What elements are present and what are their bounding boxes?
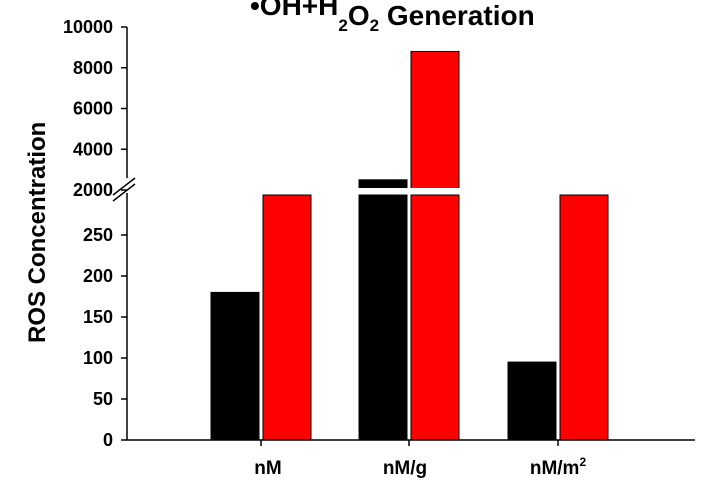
y-tick-label-lower-4: 200 xyxy=(83,266,113,286)
bar-red-1-upper xyxy=(410,50,460,191)
title-mid: O xyxy=(347,0,370,31)
y-tick-label-upper-0: 2000 xyxy=(73,180,113,200)
y-tick-label-upper-4: 10000 xyxy=(63,17,113,37)
bar-red-1-lower xyxy=(410,194,460,441)
y-tick-label-lower-0: 0 xyxy=(103,430,113,450)
x-category-label-0: nM xyxy=(254,458,282,479)
bar-red-2-lower xyxy=(559,194,609,441)
y-tick-label-lower-2: 100 xyxy=(83,348,113,368)
title-radical-dot: •OH+H xyxy=(250,0,339,21)
y-tick-label-upper-2: 6000 xyxy=(73,99,113,119)
axis-break-gap xyxy=(128,188,696,194)
axis-break-mark-2 xyxy=(112,177,136,196)
y-tick-label-upper-3: 8000 xyxy=(73,58,113,78)
title-suffix: Generation xyxy=(379,0,535,31)
y-tick-label-lower-1: 50 xyxy=(93,389,113,409)
bar-black-2 xyxy=(507,361,557,441)
y-tick-label-lower-3: 150 xyxy=(83,307,113,327)
title-sub-1: 2 xyxy=(338,16,348,35)
title-sub-2: 2 xyxy=(369,16,380,35)
y-tick-label-upper-1: 4000 xyxy=(73,139,113,159)
chart-title: •OH+H2O2 Generation xyxy=(250,0,535,36)
y-tick-label-lower-5: 250 xyxy=(83,225,113,245)
x-category-label-2: nM/m2 xyxy=(529,455,587,479)
x-category-label-1: nM/g xyxy=(382,458,428,479)
bar-black-1-lower xyxy=(358,194,408,441)
axis-break-mark-1 xyxy=(112,183,136,202)
bar-red-0-lower xyxy=(262,194,312,441)
bar-black-0 xyxy=(210,291,260,441)
